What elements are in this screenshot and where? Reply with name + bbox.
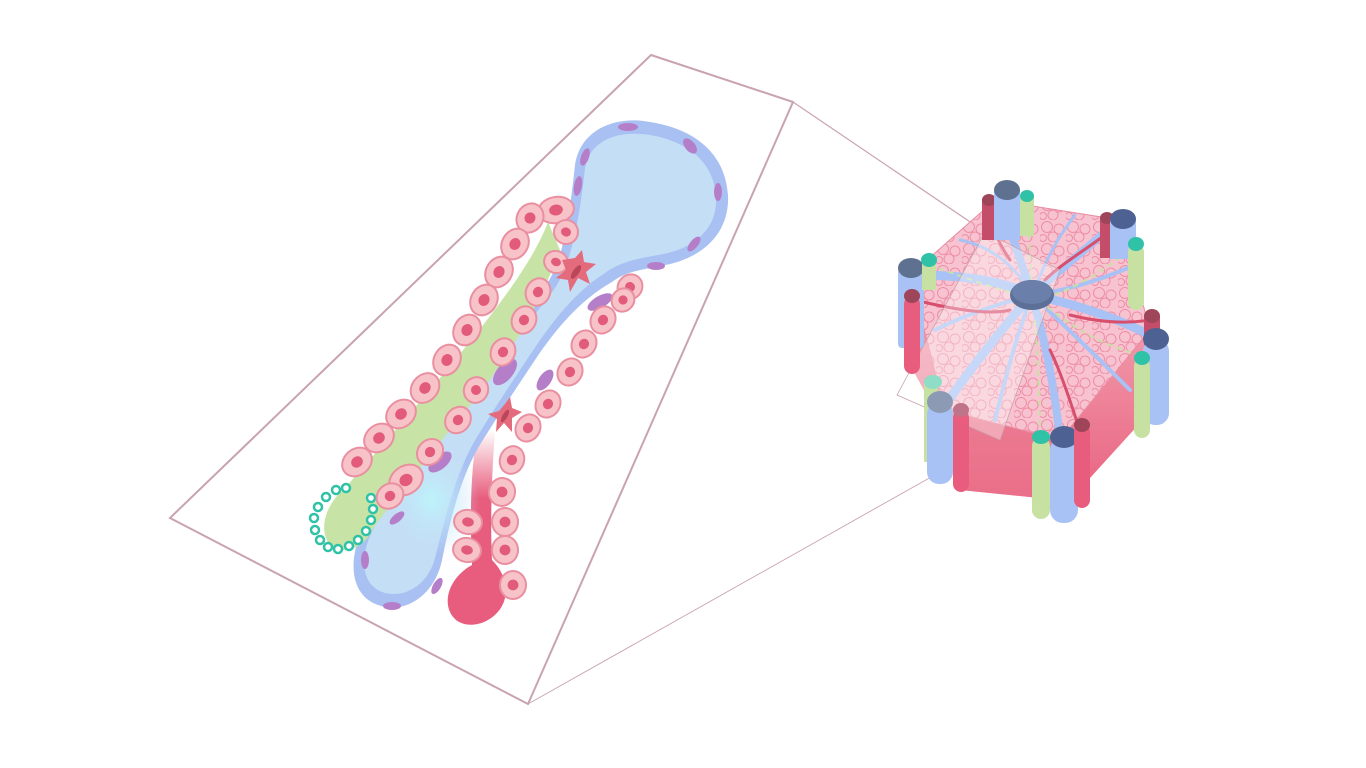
hepatocyte: [491, 535, 519, 565]
hepatocyte-nucleus: [532, 286, 544, 298]
liver-lobule: [896, 180, 1169, 523]
stellate-cell: [488, 397, 522, 432]
hepatocyte-nucleus: [509, 238, 521, 250]
hepatocyte-nucleus: [618, 295, 628, 305]
hepatocyte-nucleus: [461, 545, 473, 555]
hepatocyte: [452, 313, 482, 347]
hepatocyte-nucleus: [564, 366, 576, 378]
hepatocyte-nucleus: [506, 454, 518, 466]
bile-canaliculus: [324, 222, 560, 551]
hepatocyte-nucleus: [578, 338, 590, 350]
hepatocyte: [432, 343, 462, 377]
hepatocyte-nucleus: [542, 398, 554, 410]
hepatocyte: [462, 376, 490, 404]
hepatocyte-nucleus: [507, 579, 519, 591]
endothelial-nuclei: [361, 123, 722, 610]
hepatocyte: [510, 305, 538, 335]
hepatocyte-nucleus: [461, 324, 473, 336]
hepatocyte: [500, 227, 530, 261]
hepatocyte-nucleus: [518, 314, 530, 326]
hepatocyte: [534, 389, 562, 419]
hepatocyte: [363, 422, 395, 454]
hepatocyte: [610, 287, 636, 313]
hepatocyte: [385, 398, 417, 430]
hepatocyte-nucleus: [384, 490, 396, 502]
hepatocyte: [556, 357, 584, 387]
hepatocyte: [469, 283, 499, 317]
hepatocyte-nucleus: [522, 422, 534, 434]
hepatocyte: [453, 508, 483, 536]
hepatocyte: [499, 570, 527, 600]
hepatocyte-nucleus: [496, 486, 508, 498]
hepatocyte: [487, 477, 517, 507]
portal-triad: [1134, 309, 1169, 438]
zoom-projection-lines: [527, 101, 986, 705]
arteriole-spokes: [913, 213, 1152, 427]
hepatocyte: [415, 437, 445, 467]
hepatocyte-nucleus: [424, 446, 436, 458]
portal-triad: [1100, 209, 1144, 310]
hepatocyte-nucleus: [462, 517, 474, 527]
bile-ductule-ring: [308, 482, 379, 555]
hepatocyte: [553, 219, 579, 245]
hepatocyte-row: [341, 195, 644, 600]
hepatocyte-nucleus: [524, 212, 536, 224]
hepatocyte-nucleus: [493, 266, 505, 278]
hepatocyte-nucleus: [441, 354, 453, 366]
hepatocyte: [570, 329, 598, 359]
hepatocyte: [452, 536, 482, 564]
hepatocyte-nucleus: [551, 257, 561, 267]
hepatocyte: [537, 195, 575, 225]
hepatocyte: [524, 277, 552, 307]
hepatocyte-nucleus: [597, 314, 609, 326]
portal-triad: [898, 253, 937, 374]
central-vein: [1010, 280, 1054, 310]
portal-triad: [924, 375, 969, 492]
hepatocyte-nucleus: [499, 544, 511, 556]
sinusoid-closeup: [308, 120, 729, 625]
hepatocyte: [341, 446, 373, 478]
hepatocyte-nucleus: [478, 294, 490, 306]
hepatocyte: [543, 249, 569, 275]
hepatocyte: [491, 507, 519, 537]
hepatocyte: [515, 202, 545, 234]
lobule-side-wall-front: [945, 400, 1060, 500]
hepatocyte: [514, 413, 542, 443]
hepatocyte-nucleus: [499, 516, 511, 528]
hepatocyte: [489, 337, 517, 367]
portal-triad: [982, 180, 1034, 240]
hepatocyte: [484, 255, 514, 289]
stellate-cell: [556, 250, 596, 292]
hepatocyte-nucleus: [395, 408, 407, 420]
hepatocyte: [589, 305, 617, 335]
hepatocyte-nucleus: [561, 227, 571, 237]
portal-triad: [1032, 418, 1090, 523]
hepatocyte: [498, 445, 526, 475]
hepatocyte-nucleus: [497, 346, 509, 358]
hepatocyte: [409, 372, 441, 404]
hepatocyte-nucleus: [351, 456, 363, 468]
hepatocyte-nucleus: [399, 473, 413, 487]
hepatocyte: [444, 405, 472, 435]
hepatocyte-nucleus: [373, 432, 385, 444]
hepatocyte-nucleus: [470, 385, 482, 395]
hepatocyte: [375, 482, 405, 510]
hepatocyte-nucleus: [419, 382, 431, 394]
hepatocyte-nucleus: [452, 414, 464, 426]
hepatocyte-nucleus: [549, 204, 563, 216]
